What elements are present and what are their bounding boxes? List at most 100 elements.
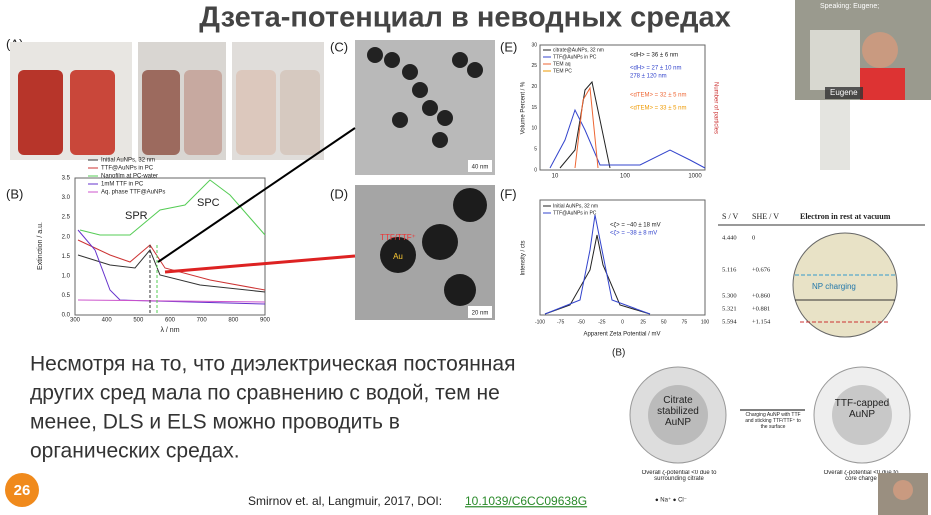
particles (367, 47, 483, 148)
x-tick-label: 100 (701, 319, 710, 325)
plot-frame (539, 44, 706, 171)
plot-frame (74, 177, 266, 316)
panel-label: (B) (6, 186, 23, 201)
legend-entry: TTF@AuNPs in PC (553, 54, 597, 60)
table-cell: 0 (752, 234, 755, 241)
x-tick-label: 500 (133, 318, 144, 324)
y2-axis-label: Number of particles (712, 82, 718, 134)
slide-number-badge (5, 473, 39, 507)
legend-entry: TTF@AuNPs in PC (553, 210, 597, 216)
table-cell: 5.594 (722, 318, 737, 325)
arrow (164, 254, 356, 274)
curve (77, 299, 266, 303)
panel-label: (D) (330, 186, 348, 201)
label-box: Overall ζ-potential <0 due to surroundin… (642, 470, 717, 482)
y-axis-label: Extinction / a.u. (37, 222, 44, 270)
y-tick-label: 3.5 (62, 176, 71, 182)
legend-entry: 1mM TTF in PC (101, 182, 144, 188)
curve (544, 234, 651, 315)
y-tick-label: 0.5 (62, 293, 71, 299)
photos (10, 42, 324, 160)
scale-box (468, 306, 492, 318)
body-text: органических средах. (30, 440, 240, 463)
y-axis-label: Intensity / cts (521, 240, 527, 275)
x-tick-label: 10 (552, 174, 559, 180)
y-tick-label: 25 (531, 63, 537, 69)
annotation: <dTEM> = 33 ± 5 nm (630, 106, 687, 112)
scheme-arrow: Charging AuNP with TTF and sticking TTF/… (745, 412, 801, 430)
legend-entry: TEM PC (553, 68, 572, 74)
annotation: SPR (125, 210, 148, 222)
legend-entry: citrate@AuNPs, 32 nm (553, 47, 604, 53)
curve (549, 108, 706, 169)
speaker-head (862, 32, 898, 68)
particle-diagram (792, 232, 898, 338)
x-tick-label: 600 (165, 318, 176, 324)
body-text: других сред мала по сравнению с водой, т… (30, 382, 500, 405)
shell-label: TTF/TTF⁺ (380, 233, 416, 242)
panel-label: (B) (612, 348, 625, 359)
table-cell: 5.321 (722, 305, 737, 312)
x-tick-label: -100 (535, 319, 545, 325)
label-box: Overall ζ-potential <0 due to core charg… (823, 470, 899, 482)
curve (559, 80, 611, 169)
table-cell: 5.116 (722, 266, 737, 273)
legend-entry: Nanofilm at PC-water (101, 174, 158, 180)
legend-entry: TEM aq (553, 61, 571, 67)
curve (544, 214, 651, 315)
body-text: Несмотря на то, что диэлектрическая пост… (30, 353, 515, 376)
webcam-face (893, 480, 913, 500)
name-tag (825, 87, 863, 99)
citation: Smirnov et. al, Langmuir, 2017, DOI: (248, 494, 442, 508)
speaker-name: Eugene (830, 88, 858, 97)
x-tick-label: 300 (70, 318, 81, 324)
x-axis-label: λ / nm (160, 327, 179, 334)
label-box: TTF-capped AuNP (834, 398, 890, 420)
doi-link[interactable]: 10.1039/C6CC09638G (465, 494, 587, 508)
legend-entry: Initial AuNPs, 32 nm (101, 158, 155, 164)
curve (574, 86, 599, 169)
nanoparticle-core (832, 385, 892, 445)
x-tick-label: 100 (620, 174, 631, 180)
x-tick-label: 1000 (688, 174, 702, 180)
annotation: <dH> = 27 ± 10 nm (630, 66, 682, 72)
scheme-note: Overall ζ-potential <0 due to core charg… (823, 470, 899, 482)
table-cell: 4.440 (722, 234, 737, 241)
table-cell: 5.300 (722, 292, 737, 299)
arrow (157, 127, 356, 263)
y-tick-label: 15 (531, 105, 537, 111)
table-cell: +0.860 (752, 292, 770, 299)
scale-bar: 40 nm (472, 165, 489, 171)
core-label: Au (393, 252, 403, 261)
annotation: <dTEM> = 32 ± 5 nm (630, 93, 687, 99)
nanoparticle-core (648, 385, 708, 445)
table-header: SHE / V (752, 212, 779, 221)
panel-label: (C) (330, 39, 348, 54)
diagram-label: NP charging (812, 282, 856, 291)
y-tick-label: 30 (531, 42, 537, 48)
scheme-left: Citrate stabilized AuNP (657, 395, 699, 428)
legend-entry: Initial AuNPs, 32 nm (553, 203, 598, 209)
annotation: <ζ> = −38 ± 8 mV (610, 231, 657, 237)
x-tick-label: 400 (102, 318, 113, 324)
y-tick-label: 10 (531, 126, 537, 132)
y-tick-label: 2.0 (62, 234, 71, 240)
scale-bar: 20 nm (472, 311, 489, 317)
curve (79, 179, 266, 236)
panel-label: (E) (500, 39, 517, 54)
annotation: SPC (197, 197, 220, 209)
y-tick-label: 1.5 (62, 254, 71, 260)
table-header: S / V (722, 212, 739, 221)
y-tick-label: 2.5 (62, 215, 71, 221)
y-tick-label: 20 (531, 84, 537, 90)
x-tick-label: 50 (661, 319, 667, 325)
label-box: Citrate stabilized AuNP (657, 395, 699, 428)
scheme-right: TTF-capped AuNP (834, 398, 890, 420)
speaker-shirt (860, 68, 905, 100)
x-tick-label: -25 (598, 319, 605, 325)
ions-legend: ● Na⁺ ● Cl⁻ (655, 497, 687, 504)
table-header: Electron in rest at vacuum (800, 212, 891, 221)
x-tick-label: 900 (260, 318, 271, 324)
y-tick-label: 0.0 (62, 313, 71, 319)
